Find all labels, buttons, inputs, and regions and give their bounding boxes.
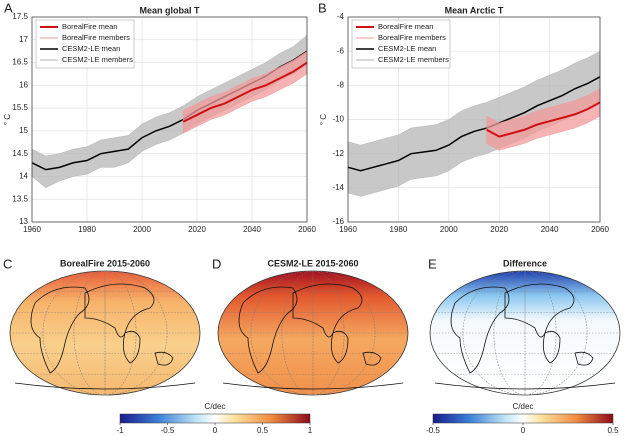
panel-letter: A [4, 0, 13, 15]
legend-label: BorealFire mean [378, 22, 433, 31]
x-tick-label: 1980 [390, 225, 408, 234]
plot-frame [31, 16, 308, 223]
y-axis-label: ° C [3, 114, 12, 125]
y-tick-label: 16 [19, 80, 28, 89]
x-tick-label: 2000 [133, 225, 151, 234]
y-tick-label: -4 [337, 12, 345, 21]
x-tick-label: 2020 [188, 225, 206, 234]
legend-label: CESM2-LE mean [378, 44, 436, 53]
x-tick-label: 1960 [23, 225, 41, 234]
colorbar-tick-label: 0.5 [257, 426, 269, 435]
y-tick-label: -16 [332, 217, 344, 226]
colorbar-tick-label: 0 [213, 426, 218, 435]
graticule [42, 270, 168, 396]
y-tick-label: 14.5 [12, 149, 28, 158]
y-tick-label: 17.5 [12, 12, 28, 21]
mean-line [347, 76, 601, 172]
graticule [250, 270, 376, 396]
colorbar-tick-label: -0.5 [426, 426, 440, 435]
colorbar-tick-label: -0.5 [161, 426, 175, 435]
panel-letter: D [212, 256, 221, 271]
x-tick-label: 2040 [541, 225, 559, 234]
x-tick-label: 1980 [78, 225, 96, 234]
y-tick-label: -8 [337, 80, 345, 89]
x-tick-label: 2060 [298, 225, 316, 234]
legend-label: BorealFire mean [62, 22, 117, 31]
y-tick-label: -14 [332, 183, 344, 192]
legend-label: CESM2-LE members [378, 55, 449, 64]
coastline [222, 283, 404, 390]
colorbar-tick-label: 0.5 [607, 426, 619, 435]
colorbar-tick-label: 0 [521, 426, 526, 435]
coastline [14, 283, 196, 390]
coastline [434, 283, 616, 390]
legend-label: CESM2-LE members [62, 55, 133, 64]
y-tick-label: -10 [332, 115, 344, 124]
y-tick-label: 14 [19, 172, 28, 181]
mean-line [182, 61, 308, 123]
x-tick-label: 1960 [339, 225, 357, 234]
y-axis-label: ° C [319, 114, 328, 125]
colorbar [119, 413, 311, 424]
colorbar [432, 413, 614, 424]
y-tick-label: 15.5 [12, 103, 28, 112]
y-tick-label: 13.5 [12, 194, 28, 203]
panel-letter: C [3, 256, 12, 271]
y-tick-label: 13 [19, 217, 28, 226]
colorbar-tick-label: 1 [308, 426, 313, 435]
y-tick-label: 16.5 [12, 58, 28, 67]
x-tick-label: 2000 [440, 225, 458, 234]
x-tick-label: 2060 [591, 225, 609, 234]
x-tick-label: 2040 [243, 225, 261, 234]
colorbar-tick-label: -1 [116, 426, 124, 435]
chart-title: Mean Arctic T [445, 5, 504, 15]
y-tick-label: -12 [332, 149, 344, 158]
panel-letter: B [318, 0, 327, 15]
plot-frame [347, 16, 601, 223]
graticule [462, 270, 588, 396]
legend-label: BorealFire members [62, 33, 130, 42]
x-tick-label: 2020 [490, 225, 508, 234]
y-tick-label: -6 [337, 46, 345, 55]
chart-title: Mean global T [139, 5, 200, 15]
y-tick-label: 15 [19, 126, 28, 135]
legend-label: CESM2-LE mean [62, 44, 120, 53]
y-tick-label: 17 [19, 35, 28, 44]
map-title: CESM2-LE 2015-2060 [267, 258, 358, 268]
colorbar-label: C/dec [205, 402, 226, 411]
panel-letter: E [428, 256, 437, 271]
mean-line [486, 101, 601, 138]
legend-label: BorealFire members [378, 33, 446, 42]
map-title: BorealFire 2015-2060 [60, 258, 150, 268]
colorbar-label: C/dec [513, 402, 534, 411]
map-title: Difference [503, 258, 547, 268]
